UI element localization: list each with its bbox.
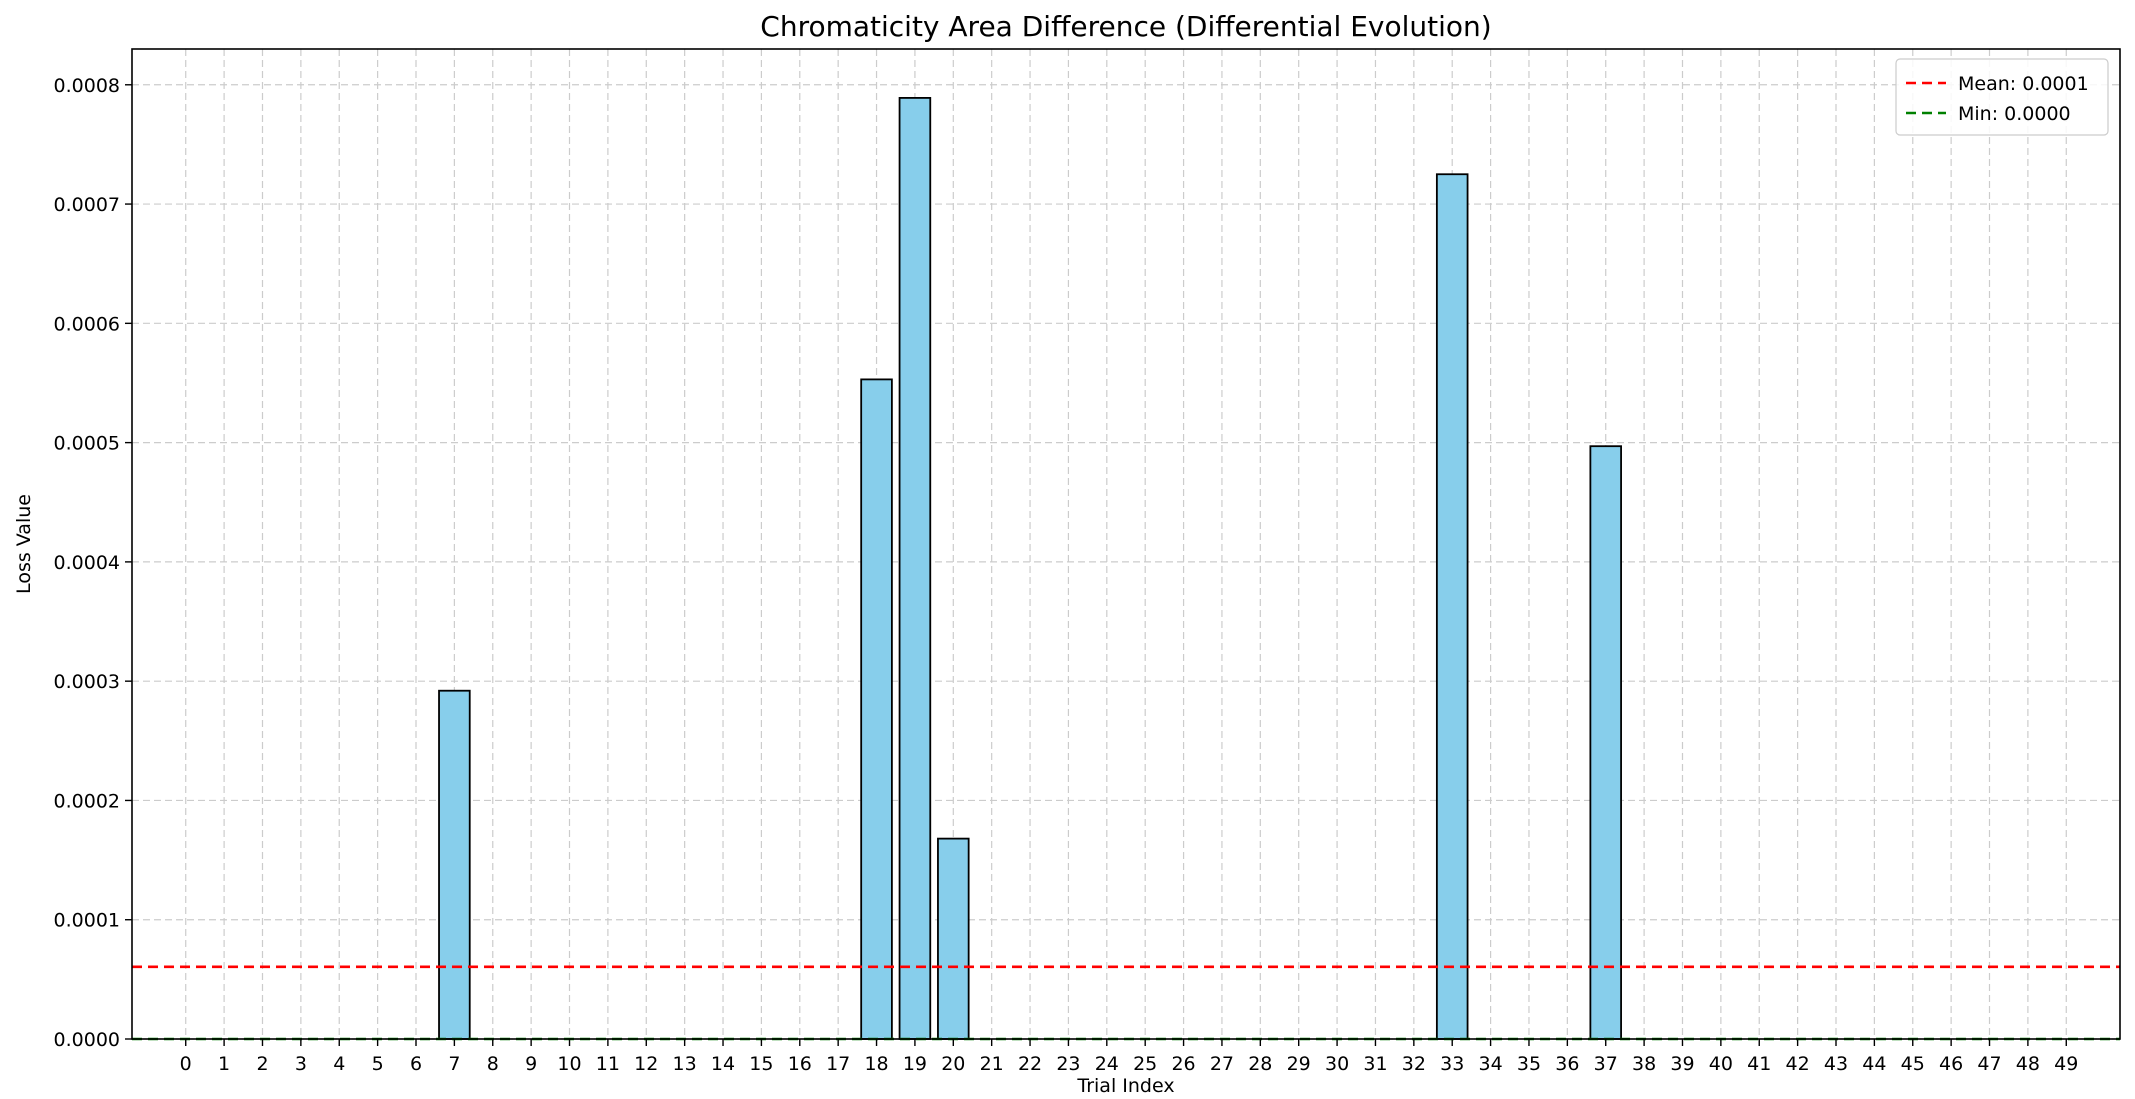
x-tick-label: 36 xyxy=(1555,1053,1579,1075)
y-tick-label: 0.0007 xyxy=(54,194,120,216)
legend-box xyxy=(1895,58,2109,136)
x-tick-label: 40 xyxy=(1709,1053,1733,1075)
x-tick-label: 47 xyxy=(1977,1053,2001,1075)
legend-entry: Min: 0.0000 xyxy=(1958,103,2071,125)
x-tick-label: 46 xyxy=(1939,1053,1963,1075)
x-tick-label: 43 xyxy=(1824,1053,1848,1075)
x-tick-label: 42 xyxy=(1786,1053,1810,1075)
x-tick-label: 25 xyxy=(1133,1053,1157,1075)
x-axis-ticks: 0 1 2 3 4 5 6 7 8 9 10 11 12 13 14 15 16 17 18 19 20 21 22 23 24… xyxy=(180,1039,2078,1075)
x-tick-label: 44 xyxy=(1862,1053,1886,1075)
bar-trial-33 xyxy=(1435,173,1469,1040)
x-axis-label: Trial Index xyxy=(1076,1075,1174,1095)
x-tick-label: 27 xyxy=(1210,1053,1234,1075)
y-tick-label: 0.0002 xyxy=(54,790,120,812)
legend: Mean: 0.0001 Min: 0.0000 xyxy=(1895,58,2109,136)
x-tick-label: 10 xyxy=(557,1053,581,1075)
x-tick-label: 2 xyxy=(256,1053,268,1075)
y-tick-label: 0.0005 xyxy=(54,433,120,455)
x-tick-label: 17 xyxy=(826,1053,850,1075)
x-tick-label: 16 xyxy=(788,1053,812,1075)
x-tick-label: 26 xyxy=(1171,1053,1195,1075)
x-tick-label: 24 xyxy=(1095,1053,1119,1075)
x-tick-label: 32 xyxy=(1402,1053,1426,1075)
y-tick-label: 0.0000 xyxy=(54,1029,120,1051)
grid xyxy=(132,49,2120,1040)
x-tick-label: 49 xyxy=(2054,1053,2078,1075)
x-tick-label: 34 xyxy=(1479,1053,1503,1075)
bars xyxy=(438,97,1622,1040)
x-tick-label: 48 xyxy=(2016,1053,2040,1075)
legend-entry: Mean: 0.0001 xyxy=(1958,73,2089,95)
x-tick-label: 1 xyxy=(218,1053,230,1075)
y-tick-label: 0.0004 xyxy=(54,552,120,574)
x-tick-label: 31 xyxy=(1363,1053,1387,1075)
x-tick-label: 28 xyxy=(1248,1053,1272,1075)
x-tick-label: 6 xyxy=(410,1053,422,1075)
x-tick-label: 8 xyxy=(487,1053,499,1075)
x-tick-label: 29 xyxy=(1287,1053,1311,1075)
x-tick-label: 35 xyxy=(1517,1053,1541,1075)
x-tick-label: 39 xyxy=(1670,1053,1694,1075)
x-tick-label: 41 xyxy=(1747,1053,1771,1075)
x-tick-label: 33 xyxy=(1440,1053,1464,1075)
plot-frame xyxy=(131,48,2121,1040)
chart-title: Chromaticity Area Difference (Differenti… xyxy=(760,10,1491,43)
x-tick-label: 14 xyxy=(711,1053,735,1075)
x-tick-label: 0 xyxy=(180,1053,192,1075)
x-tick-label: 23 xyxy=(1056,1053,1080,1075)
y-tick-label: 0.0006 xyxy=(54,313,120,335)
x-tick-label: 30 xyxy=(1325,1053,1349,1075)
reference-lines xyxy=(132,965,2120,1041)
bar-trial-7 xyxy=(438,689,471,1040)
y-tick-label: 0.0003 xyxy=(54,671,120,693)
x-tick-label: 3 xyxy=(295,1053,307,1075)
x-tick-label: 38 xyxy=(1632,1053,1656,1075)
y-tick-label: 0.0001 xyxy=(54,910,120,932)
x-tick-label: 13 xyxy=(673,1053,697,1075)
bar-trial-18 xyxy=(860,378,893,1040)
x-tick-label: 21 xyxy=(980,1053,1004,1075)
x-tick-label: 4 xyxy=(333,1053,345,1075)
x-tick-label: 9 xyxy=(525,1053,537,1075)
bar-trial-20 xyxy=(937,837,970,1040)
x-tick-label: 5 xyxy=(372,1053,384,1075)
x-tick-label: 7 xyxy=(448,1053,460,1075)
y-axis-ticks: 0.0000 0.0001 0.0002 0.0003 0.0004 0.0005 0.00… xyxy=(54,75,132,1051)
x-tick-label: 22 xyxy=(1018,1053,1042,1075)
x-tick-label: 20 xyxy=(941,1053,965,1075)
x-tick-label: 45 xyxy=(1901,1053,1925,1075)
x-tick-label: 37 xyxy=(1594,1053,1618,1075)
x-tick-label: 12 xyxy=(634,1053,658,1075)
bar-trial-37 xyxy=(1589,445,1622,1040)
x-tick-label: 11 xyxy=(596,1053,620,1075)
x-tick-label: 15 xyxy=(749,1053,773,1075)
x-tick-label: 19 xyxy=(903,1053,927,1075)
x-tick-label: 18 xyxy=(864,1053,888,1075)
y-axis-label: Loss Value xyxy=(13,494,35,594)
y-tick-label: 0.0008 xyxy=(54,75,120,97)
bar-trial-19 xyxy=(898,97,932,1040)
